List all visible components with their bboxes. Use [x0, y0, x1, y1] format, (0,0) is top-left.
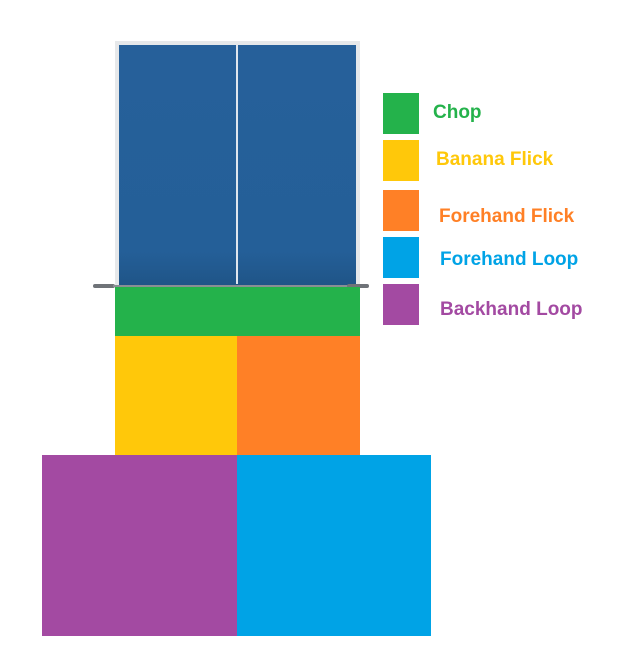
zone-forehand-flick — [237, 336, 360, 455]
zone-chop — [115, 287, 360, 336]
table-center-line — [236, 45, 238, 284]
zone-banana-flick — [115, 336, 237, 455]
legend-swatch-forehand-loop — [383, 237, 419, 278]
legend-label-banana-flick: Banana Flick — [436, 149, 554, 170]
net-band — [113, 285, 349, 287]
legend-label-chop: Chop — [433, 102, 482, 123]
legend-swatch-chop — [383, 93, 419, 134]
net-left-post — [93, 284, 115, 288]
zone-forehand-loop — [237, 455, 431, 636]
legend-label-backhand-loop: Backhand Loop — [440, 299, 583, 320]
legend-swatch-forehand-flick — [383, 190, 419, 231]
zone-backhand-loop — [42, 455, 237, 636]
legend-swatch-banana-flick — [383, 140, 419, 181]
net — [93, 284, 369, 288]
legend-swatch-backhand-loop — [383, 284, 419, 325]
legend-label-forehand-loop: Forehand Loop — [440, 249, 579, 270]
legend-label-forehand-flick: Forehand Flick — [439, 206, 575, 227]
